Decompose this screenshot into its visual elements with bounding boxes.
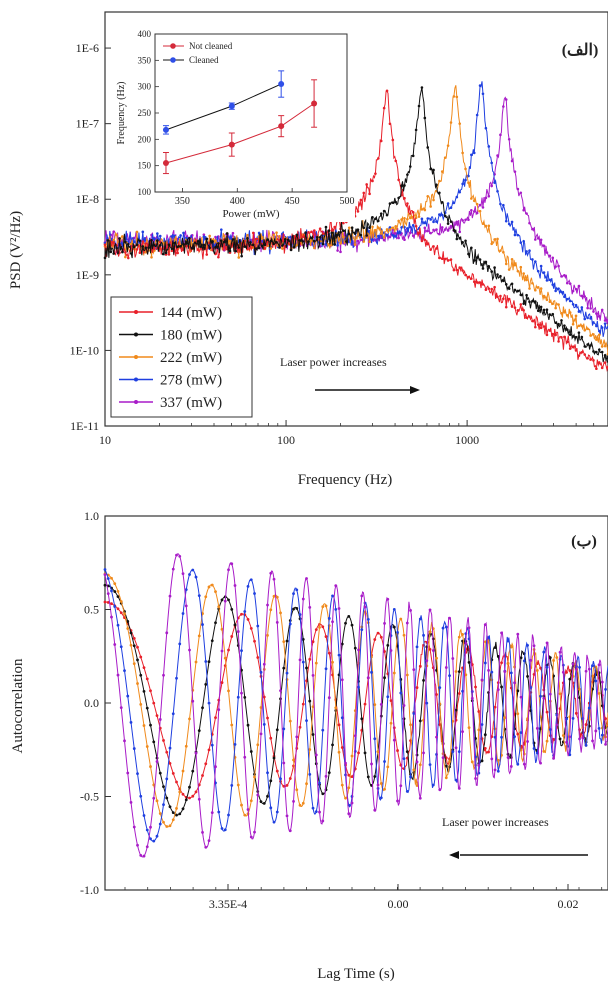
panel-label-a: (الف) xyxy=(562,42,599,59)
psd-markers-2 xyxy=(103,86,608,363)
psd-legend-marker xyxy=(134,377,138,382)
psd-y-tick-label: 1E-10 xyxy=(70,343,99,357)
psd-series-1 xyxy=(104,89,608,373)
psd-y-tick-label: 1E-8 xyxy=(76,192,99,206)
inset-point xyxy=(228,141,235,148)
inset-y-tick-label: 400 xyxy=(138,29,152,39)
psd-annotation: Laser power increases xyxy=(280,355,387,369)
autocorr-series-group xyxy=(103,553,608,858)
autocorr-y-axis-title: Autocorrelation xyxy=(10,658,26,753)
inset-point xyxy=(311,100,318,107)
autocorr-y-tick-label: -0.5 xyxy=(80,790,99,804)
psd-legend-label: 180 (mW) xyxy=(160,328,222,344)
inset-legend-marker xyxy=(170,57,176,63)
autocorr-x-tick-label: 0.02 xyxy=(558,897,579,911)
inset-y-tick-label: 200 xyxy=(138,134,152,144)
inset-x-tick-label: 400 xyxy=(230,196,245,207)
psd-legend: 144 (mW) 180 (mW) 222 (mW) 278 (mW) 337 (mW) xyxy=(110,296,253,418)
inset-series-line-1 xyxy=(165,103,315,164)
inset-legend: Not cleaned Cleaned xyxy=(163,41,233,65)
autocorrelation-chart: -1.0 -0.5 0.0 0.5 1.0 3.35E-4 0.00 0.02 Lag Ti… xyxy=(10,509,608,982)
psd-legend-label: 337 (mW) xyxy=(160,395,222,411)
inset-point xyxy=(162,160,169,167)
psd-legend-label: 278 (mW) xyxy=(160,373,222,389)
inset-x-axis-title: Power (mW) xyxy=(222,208,279,220)
psd-y-axis-title: PSD (V²/Hz) xyxy=(8,211,24,289)
autocorr-annotation: Laser power increases xyxy=(442,815,549,829)
autocorr-x-axis-title: Lag Time (s) xyxy=(317,966,395,982)
psd-y-tick-label: 1E-9 xyxy=(76,268,99,282)
inset-legend-label: Cleaned xyxy=(189,55,219,65)
psd-legend-marker xyxy=(134,355,138,359)
autocorr-series-5 xyxy=(104,553,608,858)
psd-x-axis-title: Frequency (Hz) xyxy=(298,472,393,488)
psd-annotation-arrowhead xyxy=(410,386,420,394)
autocorr-y-tick-label: 0.0 xyxy=(84,696,99,710)
psd-x-tick-label: 1000 xyxy=(455,433,479,447)
inset-point xyxy=(162,126,169,133)
psd-y-tick-label: 1E-7 xyxy=(76,117,99,131)
psd-legend-marker xyxy=(134,332,138,337)
autocorr-annotation-arrowhead xyxy=(449,851,459,859)
autocorr-y-tick-label: -1.0 xyxy=(80,883,99,897)
autocorr-markers-5 xyxy=(103,553,607,858)
inset-axes: 100 150 200 250 300 350 400 350 400 450 500 xyxy=(138,29,355,207)
autocorr-y-tick-label: 1.0 xyxy=(84,509,99,523)
autocorr-x-tick-label: 3.35E-4 xyxy=(209,897,247,911)
autocorr-series-4 xyxy=(104,569,608,842)
autocorr-markers-4 xyxy=(103,568,607,843)
psd-legend-label: 222 (mW) xyxy=(160,350,222,366)
psd-series-group xyxy=(103,81,608,373)
inset-x-tick-label: 350 xyxy=(175,196,190,207)
inset-y-tick-label: 350 xyxy=(138,55,152,65)
psd-legend-marker xyxy=(134,400,138,404)
inset-point xyxy=(278,123,285,130)
inset-y-tick-label: 100 xyxy=(138,187,152,197)
inset-legend-marker xyxy=(170,43,176,49)
autocorr-x-axis: 3.35E-4 0.00 0.02 xyxy=(124,884,603,911)
psd-legend-label: 144 (mW) xyxy=(160,305,222,321)
psd-legend-marker xyxy=(134,310,138,314)
psd-y-axis: 1E-11 1E-10 1E-9 1E-8 1E-7 1E-6 xyxy=(70,41,111,433)
inset-y-axis-title: Frequency (Hz) xyxy=(116,81,127,144)
inset-point xyxy=(278,81,285,88)
inset-y-tick-label: 300 xyxy=(138,82,152,92)
psd-x-axis: 10 100 1000 xyxy=(99,420,608,447)
autocorr-y-axis: -1.0 -0.5 0.0 0.5 1.0 xyxy=(80,509,111,897)
psd-x-tick-label: 100 xyxy=(277,433,295,447)
panel-label-b: (ب) xyxy=(571,533,597,550)
inset-series-group xyxy=(162,70,318,175)
inset-y-tick-label: 150 xyxy=(138,161,152,171)
inset-x-tick-label: 500 xyxy=(340,196,355,207)
psd-chart: 1E-11 1E-10 1E-9 1E-8 1E-7 1E-6 10 100 1000 Fre… xyxy=(8,11,608,488)
psd-series-2 xyxy=(104,87,608,363)
autocorr-x-tick-label: 0.00 xyxy=(388,897,409,911)
psd-y-tick-label: 1E-6 xyxy=(76,41,99,55)
psd-y-tick-label: 1E-11 xyxy=(70,419,99,433)
inset-legend-label: Not cleaned xyxy=(189,41,233,51)
inset-y-tick-label: 250 xyxy=(138,108,152,118)
inset-x-tick-label: 450 xyxy=(285,196,300,207)
inset-point xyxy=(228,103,235,110)
inset-chart: 100 150 200 250 300 350 400 350 400 450 500 Power … xyxy=(115,22,355,222)
autocorr-y-tick-label: 0.5 xyxy=(84,603,99,617)
psd-x-tick-label: 10 xyxy=(99,433,111,447)
